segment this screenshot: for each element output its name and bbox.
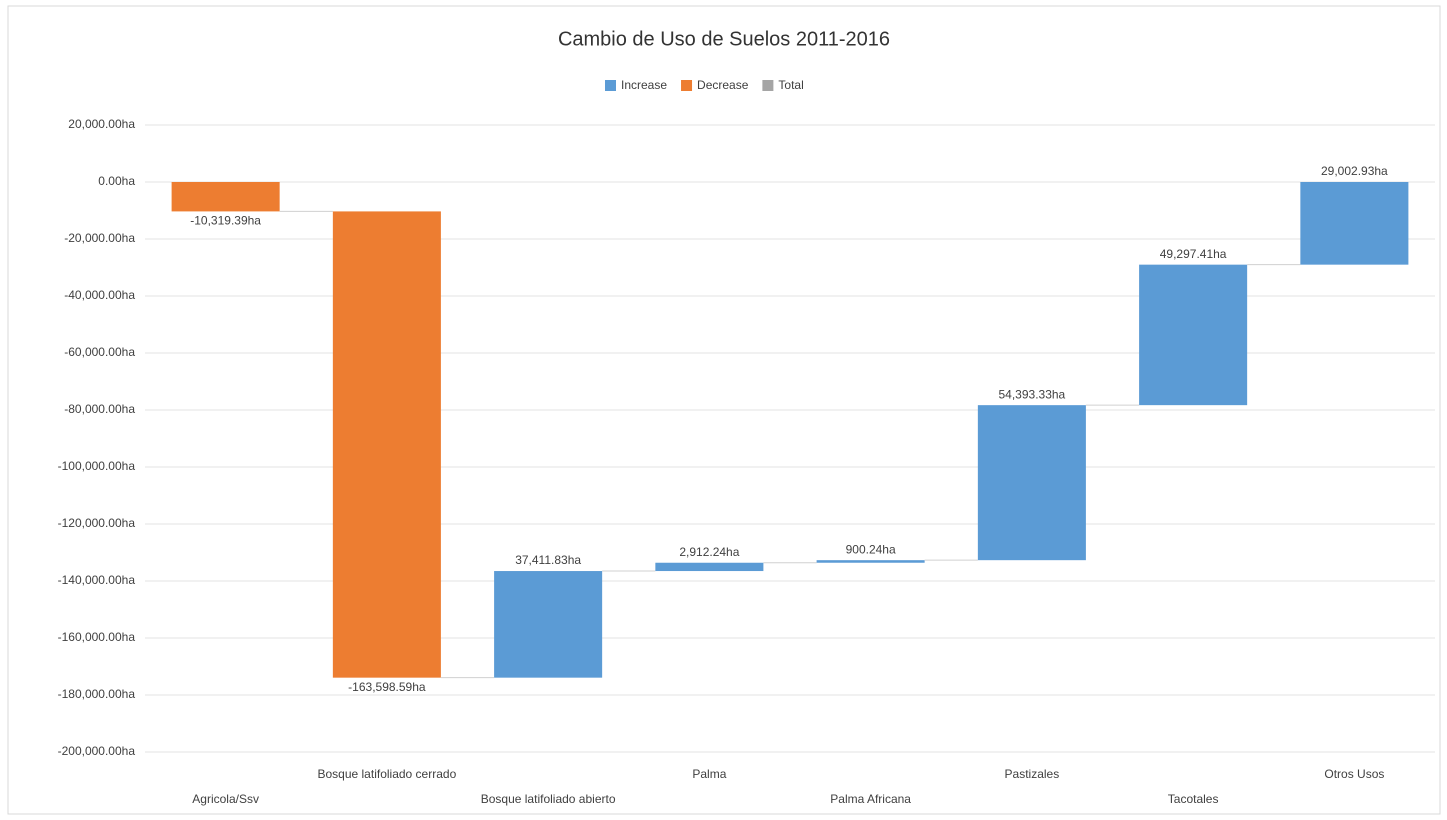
data-label: -10,319.39ha	[190, 214, 261, 228]
data-label: 900.24ha	[846, 542, 896, 556]
y-tick-label: -120,000.00ha	[58, 516, 136, 530]
chart-title: Cambio de Uso de Suelos 2011-2016	[558, 28, 890, 50]
bar	[1300, 182, 1409, 265]
y-tick-label: 20,000.00ha	[68, 117, 135, 131]
bar	[1139, 264, 1248, 406]
legend-swatch	[762, 80, 774, 91]
legend-label: Total	[778, 78, 803, 92]
y-tick-label: -140,000.00ha	[58, 573, 136, 587]
data-label: 37,411.83ha	[515, 553, 581, 567]
y-tick-label: 0.00ha	[98, 174, 135, 188]
y-tick-label: -20,000.00ha	[64, 231, 135, 245]
y-tick-label: -160,000.00ha	[58, 630, 136, 644]
data-label: -163,598.59ha	[348, 680, 426, 694]
x-tick-label: Pastizales	[1005, 767, 1060, 781]
y-tick-label: -40,000.00ha	[64, 288, 135, 302]
x-tick-label: Palma Africana	[830, 792, 911, 806]
data-label: 54,393.33ha	[999, 387, 1066, 401]
legend-label: Decrease	[697, 78, 749, 92]
y-tick-label: -180,000.00ha	[58, 687, 136, 701]
data-label: 2,912.24ha	[679, 545, 739, 559]
data-label: 29,002.93ha	[1321, 164, 1388, 178]
y-tick-label: -200,000.00ha	[58, 744, 136, 758]
y-tick-label: -80,000.00ha	[64, 402, 135, 416]
y-tick-label: -100,000.00ha	[58, 459, 136, 473]
legend-swatch	[605, 80, 616, 91]
bar	[816, 560, 925, 563]
bar	[655, 562, 764, 572]
data-label: 49,297.41ha	[1160, 247, 1227, 261]
bar	[494, 571, 603, 678]
x-tick-label: Bosque latifoliado abierto	[481, 792, 616, 806]
legend-swatch	[681, 80, 693, 91]
legend-label: Increase	[621, 78, 667, 92]
x-tick-label: Palma	[692, 767, 726, 781]
x-tick-label: Bosque latifoliado cerrado	[317, 767, 456, 781]
bar	[171, 182, 280, 212]
x-tick-label: Agricola/Ssv	[192, 792, 259, 806]
bar	[332, 211, 441, 678]
y-tick-label: -60,000.00ha	[64, 345, 135, 359]
bar	[977, 405, 1086, 561]
x-tick-label: Tacotales	[1168, 792, 1219, 806]
x-tick-label: Otros Usos	[1324, 767, 1384, 781]
